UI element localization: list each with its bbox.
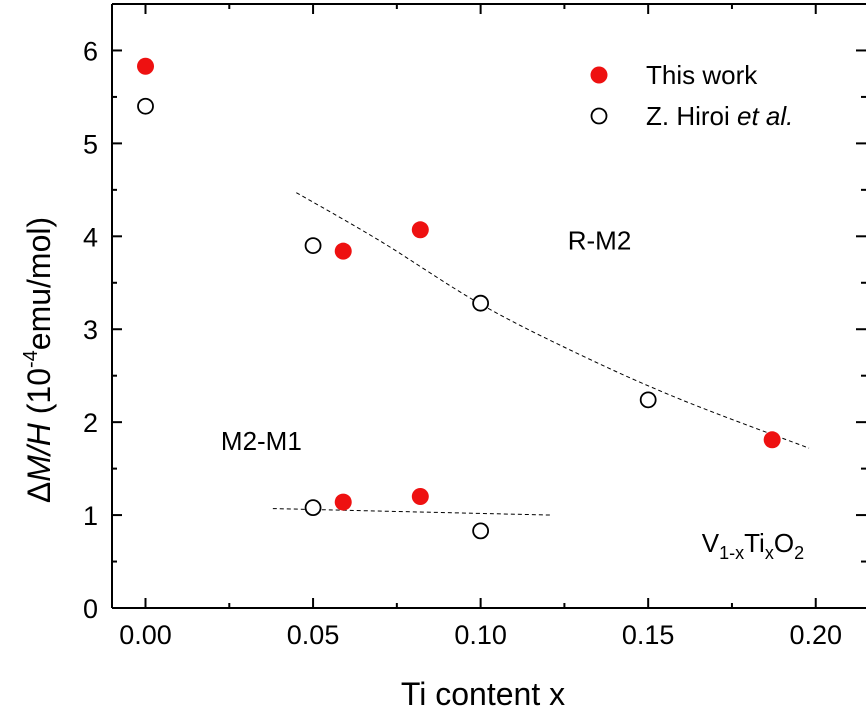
point-hiroi bbox=[472, 294, 490, 312]
formula-sub-1: 1-x bbox=[719, 543, 744, 563]
y-tick-label: 3 bbox=[83, 315, 98, 345]
guide-lines bbox=[272, 192, 810, 516]
legend-marker-this-work bbox=[590, 66, 608, 84]
point-hiroi bbox=[639, 391, 657, 409]
y-axis-delta: Δ bbox=[21, 482, 57, 503]
point-hiroi bbox=[304, 499, 322, 517]
annotation-r-m2: R-M2 bbox=[568, 225, 632, 255]
point-this-work bbox=[411, 221, 429, 239]
legend-label-this-work: This work bbox=[646, 60, 758, 90]
annotation-m2-m1: M2-M1 bbox=[221, 426, 302, 456]
y-tick-label: 4 bbox=[83, 222, 98, 252]
guide-line-1 bbox=[272, 508, 552, 516]
y-tick-label: 0 bbox=[83, 594, 98, 624]
legend-label-hiroi-plain: Z. Hiroi bbox=[646, 101, 737, 131]
tick-labels: 0.00 0.05 0.10 0.15 0.20 0 1 2 3 4 5 6 bbox=[83, 36, 842, 650]
y-tick-label: 1 bbox=[83, 501, 98, 531]
y-axis-italic: M/H bbox=[21, 422, 57, 482]
formula-o: O bbox=[774, 528, 794, 558]
point-hiroi bbox=[472, 522, 490, 540]
y-axis-unit: emu/mol) bbox=[21, 217, 57, 350]
x-tick-label: 0.00 bbox=[119, 620, 172, 650]
legend-label-hiroi: Z. Hiroi et al. bbox=[646, 101, 793, 131]
point-this-work bbox=[334, 242, 352, 260]
x-tick-label: 0.20 bbox=[789, 620, 842, 650]
x-tick-label: 0.10 bbox=[454, 620, 507, 650]
data-points bbox=[137, 57, 781, 540]
legend-label-hiroi-italic: et al. bbox=[737, 101, 793, 131]
plot-frame bbox=[111, 3, 866, 609]
y-axis-paren: (10 bbox=[21, 368, 57, 423]
guide-line-0 bbox=[296, 192, 810, 449]
point-this-work bbox=[137, 57, 155, 75]
formula-sub-2: x bbox=[765, 543, 774, 563]
point-this-work bbox=[334, 493, 352, 511]
formula-sub-3: 2 bbox=[794, 543, 804, 563]
point-this-work bbox=[763, 431, 781, 449]
point-hiroi bbox=[304, 237, 322, 255]
x-tick-label: 0.05 bbox=[287, 620, 340, 650]
formula-label: V1-xTixO2 bbox=[702, 528, 804, 563]
legend-marker-hiroi bbox=[590, 107, 608, 125]
y-tick-label: 6 bbox=[83, 36, 98, 66]
formula-v: V bbox=[702, 528, 720, 558]
x-axis-title: Ti content x bbox=[401, 676, 565, 712]
x-tick-label: 0.15 bbox=[622, 620, 675, 650]
y-tick-label: 2 bbox=[83, 408, 98, 438]
point-hiroi bbox=[137, 97, 154, 115]
y-tick-label: 5 bbox=[83, 129, 98, 159]
y-axis-exponent: -4 bbox=[20, 350, 42, 368]
point-this-work bbox=[411, 487, 429, 505]
legend: This work Z. Hiroi et al. bbox=[590, 60, 793, 131]
axis-ticks bbox=[112, 4, 866, 609]
formula-ti: Ti bbox=[744, 528, 765, 558]
y-axis-title: ΔM/H (10-4emu/mol) bbox=[20, 217, 57, 503]
